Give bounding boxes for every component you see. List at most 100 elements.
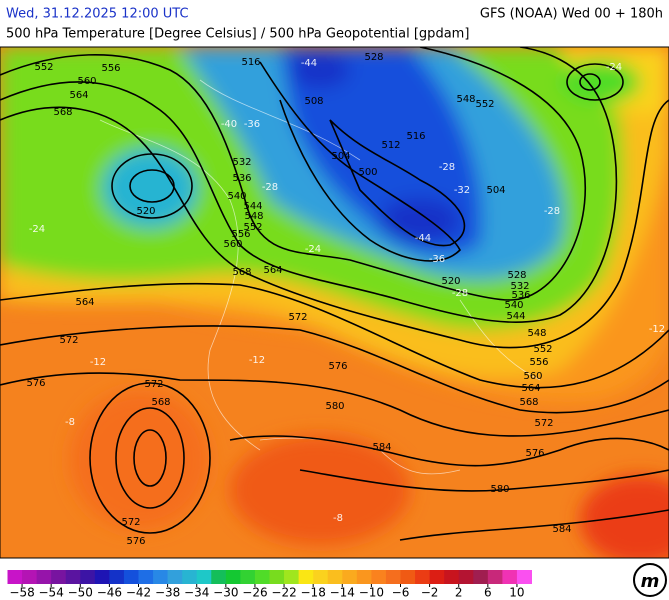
geopotential-label: 520 xyxy=(441,276,460,287)
temperature-label: -28 xyxy=(262,182,278,193)
temperature-label: -28 xyxy=(544,206,560,217)
geopotential-label: 576 xyxy=(328,361,347,372)
colorbar-label: 2 xyxy=(455,586,463,600)
geopotential-label: 584 xyxy=(552,524,571,535)
geopotential-label: 508 xyxy=(304,96,323,107)
geopotential-label: 564 xyxy=(521,383,540,394)
colorbar-swatch xyxy=(269,570,285,584)
colorbar-label: −2 xyxy=(421,586,439,600)
temperature-label: -40 xyxy=(221,119,237,130)
geopotential-label: 572 xyxy=(121,517,140,528)
temperature-label: -12 xyxy=(90,357,106,368)
geopotential-label: 532 xyxy=(232,157,251,168)
colorbar-swatch xyxy=(356,570,372,584)
temperature-label: -36 xyxy=(244,119,260,130)
geopotential-label: 528 xyxy=(507,270,526,281)
geopotential-label: 564 xyxy=(75,297,94,308)
geopotential-label: 536 xyxy=(511,290,530,301)
colorbar-label: −38 xyxy=(155,586,180,600)
colorbar-swatch xyxy=(284,570,300,584)
temperature-label: -28 xyxy=(452,288,468,299)
colorbar-swatch xyxy=(153,570,169,584)
colorbar-label: −6 xyxy=(392,586,410,600)
geopotential-label: 532 xyxy=(510,281,529,292)
temperature-label: -44 xyxy=(301,58,317,69)
geopotential-label: 560 xyxy=(77,76,96,87)
geopotential-label: 576 xyxy=(26,378,45,389)
colorbar-swatch xyxy=(342,570,358,584)
temperature-label: -36 xyxy=(429,254,445,265)
geopotential-label: 552 xyxy=(34,62,53,73)
colorbar-swatch xyxy=(138,570,154,584)
colorbar-label: 10 xyxy=(509,586,524,600)
colorbar-swatch xyxy=(109,570,125,584)
colorbar-swatch xyxy=(458,570,474,584)
geopotential-label: 568 xyxy=(519,397,538,408)
model-info: GFS (NOAA) Wed 00 + 180h xyxy=(480,7,663,22)
geopotential-label: 552 xyxy=(533,344,552,355)
colorbar-label: −42 xyxy=(126,586,151,600)
colorbar-swatch xyxy=(444,570,460,584)
geopotential-label: 560 xyxy=(523,371,542,382)
colorbar-label: −46 xyxy=(97,586,122,600)
geopotential-label: 572 xyxy=(59,335,78,346)
geopotential-label: 564 xyxy=(69,90,88,101)
geopotential-label: 520 xyxy=(136,206,155,217)
colorbar-swatch xyxy=(51,570,67,584)
temperature-label: -24 xyxy=(606,62,622,73)
geopotential-contours xyxy=(0,47,669,541)
geopotential-label: 580 xyxy=(325,401,344,412)
temperature-label: -32 xyxy=(454,185,470,196)
colorbar-swatch xyxy=(429,570,445,584)
colorbar-label: −14 xyxy=(330,586,355,600)
geopotential-label: 556 xyxy=(101,63,120,74)
colorbar-swatch xyxy=(254,570,270,584)
geopotential-label: 540 xyxy=(504,300,523,311)
geopotential-label: 544 xyxy=(243,201,262,212)
colorbar-swatch xyxy=(36,570,52,584)
map-title: 500 hPa Temperature [Degree Celsius] / 5… xyxy=(6,27,469,42)
colorbar-swatch xyxy=(123,570,139,584)
temperature-label: -8 xyxy=(333,513,343,524)
temperature-label: -12 xyxy=(649,324,665,335)
logo-text: m xyxy=(641,571,660,592)
colorbar-swatch xyxy=(7,570,23,584)
colorbar-label: −34 xyxy=(184,586,209,600)
colorbar-label: −54 xyxy=(39,586,64,600)
geopotential-label: 540 xyxy=(227,191,246,202)
geopotential-label: 572 xyxy=(534,418,553,429)
geopotential-label: 568 xyxy=(232,267,251,278)
geopotential-label: 564 xyxy=(263,265,282,276)
geopotential-label: 572 xyxy=(288,312,307,323)
colorbar-swatch xyxy=(327,570,343,584)
colorbar: −58 −54 −50 −46 −42 −38 −34 −30 −26 −22 −18 −14 −10−… xyxy=(7,570,532,600)
geopotential-label: 576 xyxy=(126,536,145,547)
datetime: Wed, 31.12.2025 12:00 UTC xyxy=(6,7,189,22)
colorbar-swatch xyxy=(94,570,110,584)
geopotential-label: 568 xyxy=(53,107,72,118)
colorbar-swatch xyxy=(182,570,198,584)
colorbar-label: −30 xyxy=(213,586,238,600)
logo: m xyxy=(633,563,667,597)
colorbar-label: −50 xyxy=(68,586,93,600)
colorbar-swatch xyxy=(516,570,532,584)
geopotential-label: 556 xyxy=(231,229,250,240)
colorbar-swatch xyxy=(225,570,241,584)
colorbar-swatch xyxy=(298,570,314,584)
geopotential-label: 516 xyxy=(241,57,260,68)
temperature-label: -8 xyxy=(65,417,75,428)
geopotential-label: 536 xyxy=(232,173,251,184)
geopotential-label: 516 xyxy=(406,131,425,142)
geopotential-label: 500 xyxy=(358,167,377,178)
geopotential-label: 560 xyxy=(223,239,242,250)
geopotential-label: 584 xyxy=(372,442,391,453)
geopotential-label: 568 xyxy=(151,397,170,408)
geopotential-label: 580 xyxy=(490,484,509,495)
geopotential-label: 556 xyxy=(529,357,548,368)
colorbar-swatch xyxy=(167,570,183,584)
colorbar-swatch xyxy=(196,570,212,584)
colorbar-swatch xyxy=(502,570,518,584)
colorbar-swatch xyxy=(400,570,416,584)
